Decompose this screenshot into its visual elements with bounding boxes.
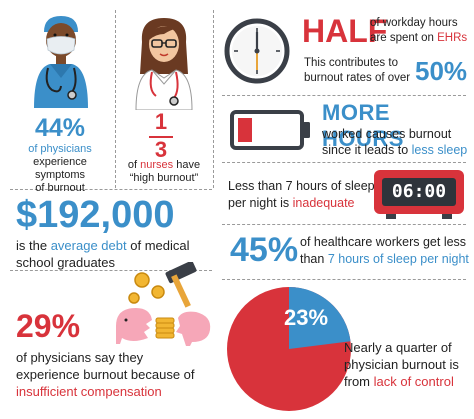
debt-line1-a: is the	[16, 238, 48, 253]
divider-right-4	[222, 279, 466, 280]
debt-line1-hl: average debt	[50, 238, 127, 253]
control-line3: from lack of control	[344, 374, 454, 390]
low-battery-icon	[230, 110, 310, 150]
healthcare-line1: of healthcare workers get less	[300, 235, 467, 249]
debt-line2: school graduates	[16, 255, 116, 270]
sleep-line2-hl: inadequate	[292, 196, 355, 210]
ehr-line3: This contributes to	[304, 57, 398, 69]
physician-icon	[34, 16, 88, 108]
compensation-line2: experience burnout because of	[16, 367, 195, 382]
sleep-line1: Less than 7 hours of sleep	[228, 179, 375, 193]
compensation-line1: of physicians say they	[16, 350, 144, 365]
physicians-caption-hl: of physicians	[28, 143, 92, 155]
ehr-line1: of workday hours	[370, 17, 458, 29]
pie-chart-icon	[227, 287, 351, 411]
ehr-stat: 50%	[415, 56, 468, 86]
debt-line1-b: of medical	[130, 238, 190, 253]
nurses-caption-b: have	[176, 159, 201, 171]
divider-left-2	[10, 270, 212, 271]
alarm-clock-time: 06:00	[391, 181, 447, 202]
sleep-stat: 45%	[230, 231, 299, 269]
control-line1: Nearly a quarter of	[344, 340, 452, 355]
more-hours-line1: worked causes burnout	[322, 127, 452, 141]
more-hours-line2-a: since it leads to	[322, 143, 409, 157]
wall-clock-icon	[224, 18, 290, 84]
control-line2: physician burnout is	[344, 357, 459, 372]
healthcare-line2-a: than	[300, 252, 325, 266]
compensation-stat: 29%	[16, 308, 81, 344]
divider-right-2	[222, 162, 466, 163]
physicians-caption: of physicians experience symptoms of bur…	[10, 143, 110, 195]
piggy-bank-hammer-icon	[116, 262, 211, 346]
ehr-line2-a: are spent on	[370, 32, 434, 44]
ehr-line4: burnout rates of over	[304, 72, 411, 84]
debt-line1: is the average debt of medical	[16, 238, 189, 254]
sleep-line2: per night is inadequate	[228, 195, 355, 211]
half-headline: HALF	[302, 13, 388, 49]
nurses-caption-a: of	[127, 159, 138, 171]
divider-left-1	[10, 189, 212, 190]
pie-slice-highlight	[289, 287, 351, 349]
physicians-stat: 44%	[34, 114, 86, 142]
divider-col2	[213, 10, 214, 188]
fraction-numerator: 1	[154, 109, 168, 134]
divider-col1	[115, 10, 116, 188]
debt-stat: $192,000	[16, 194, 175, 236]
nurses-caption-line2: “high burnout”	[129, 172, 199, 184]
compensation-line3: insufficient compensation	[16, 384, 162, 400]
nurse-icon	[135, 18, 193, 110]
more-hours-line2-hl: less sleep	[411, 143, 468, 157]
more-hours-line2: since it leads to less sleep	[322, 142, 467, 158]
healthcare-line2-hl: 7 hours of sleep per night	[327, 252, 469, 266]
control-line3-a: from	[344, 374, 370, 389]
divider-right-3	[222, 224, 466, 225]
compensation-line3-hl: insufficient compensation	[16, 384, 162, 399]
ehr-line2: are spent on EHRs	[370, 31, 467, 45]
physicians-caption-line3: of burnout	[35, 182, 85, 194]
sleep-line2-a: per night is	[228, 196, 290, 210]
fraction-denominator: 3	[154, 137, 168, 162]
fraction-graphic	[149, 136, 173, 138]
divider-right-1	[222, 95, 466, 96]
digital-alarm-clock-icon	[374, 170, 464, 219]
nurses-caption: of nurses have “high burnout”	[116, 159, 212, 185]
more-hours-headline: MORE HOURS	[322, 100, 404, 151]
nurses-caption-hl: nurses	[140, 159, 174, 171]
physicians-caption-line2: experience symptoms	[33, 156, 87, 181]
control-line3-hl: lack of control	[373, 374, 454, 389]
ehr-line2-hl: EHRs	[437, 32, 468, 44]
healthcare-line2: than 7 hours of sleep per night	[300, 251, 469, 267]
pie-label: 23%	[284, 305, 329, 330]
